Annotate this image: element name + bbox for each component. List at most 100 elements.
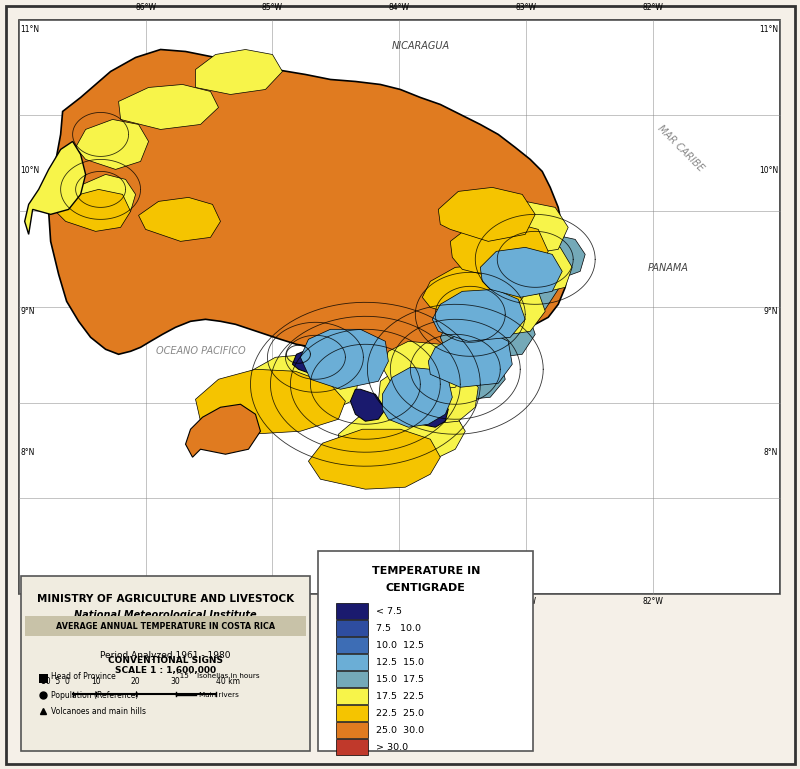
Bar <box>336 603 368 619</box>
Polygon shape <box>515 235 585 279</box>
Polygon shape <box>378 365 478 424</box>
Polygon shape <box>472 201 568 255</box>
Text: OCEANO PACIFICO: OCEANO PACIFICO <box>156 346 246 356</box>
Text: Population (Reference): Population (Reference) <box>50 691 138 700</box>
Text: `15`  Isohelias in hours: `15` Isohelias in hours <box>175 673 259 679</box>
Polygon shape <box>438 188 535 241</box>
Polygon shape <box>195 369 346 434</box>
Text: SCALE 1 : 1,600,000: SCALE 1 : 1,600,000 <box>115 666 216 675</box>
Polygon shape <box>338 341 378 379</box>
Polygon shape <box>366 391 448 441</box>
Bar <box>336 688 368 704</box>
Text: Period Analyzed 1961 - 1980: Period Analyzed 1961 - 1980 <box>100 651 230 660</box>
Text: 9°N: 9°N <box>763 308 778 316</box>
Polygon shape <box>440 305 535 359</box>
Polygon shape <box>422 265 526 319</box>
Text: CENTIGRADE: CENTIGRADE <box>386 583 466 593</box>
Polygon shape <box>480 239 572 295</box>
Polygon shape <box>480 248 562 298</box>
Text: 85°W: 85°W <box>262 2 283 12</box>
Bar <box>18 19 780 594</box>
Text: 83°W: 83°W <box>516 597 537 606</box>
Text: 10: 10 <box>90 677 101 686</box>
Polygon shape <box>118 85 218 129</box>
Text: Head of Province: Head of Province <box>50 671 115 681</box>
Polygon shape <box>186 404 261 458</box>
Text: 82°W: 82°W <box>642 2 663 12</box>
Polygon shape <box>450 345 492 381</box>
Text: 9°N: 9°N <box>21 308 35 316</box>
Text: AVERAGE ANNUAL TEMPERATURE IN COSTA RICA: AVERAGE ANNUAL TEMPERATURE IN COSTA RICA <box>56 621 275 631</box>
Text: 84°W: 84°W <box>389 597 410 606</box>
Text: National Meteorological Institute: National Meteorological Institute <box>74 610 257 620</box>
Polygon shape <box>400 378 438 414</box>
Text: CONVENTIONAL SIGNS: CONVENTIONAL SIGNS <box>108 656 223 665</box>
Polygon shape <box>278 359 352 401</box>
Text: 10.0  12.5: 10.0 12.5 <box>376 641 424 650</box>
Text: 83°W: 83°W <box>516 2 537 12</box>
Text: Main rivers: Main rivers <box>198 692 238 698</box>
Polygon shape <box>49 49 568 429</box>
Polygon shape <box>350 389 386 421</box>
Polygon shape <box>456 301 506 338</box>
Polygon shape <box>56 189 130 231</box>
Bar <box>318 551 534 751</box>
Polygon shape <box>301 329 388 389</box>
Text: 40 km: 40 km <box>215 677 239 686</box>
Text: 10°N: 10°N <box>758 166 778 175</box>
Polygon shape <box>195 49 282 95</box>
Text: 85°W: 85°W <box>262 597 283 606</box>
Bar <box>336 637 368 653</box>
Text: > 30.0: > 30.0 <box>376 743 409 751</box>
Bar <box>336 620 368 636</box>
Polygon shape <box>338 404 466 464</box>
Text: 86°W: 86°W <box>135 597 156 606</box>
Polygon shape <box>440 281 546 338</box>
Text: 82°W: 82°W <box>642 597 663 606</box>
Text: TEMPERATURE IN: TEMPERATURE IN <box>372 566 480 576</box>
Polygon shape <box>293 349 321 375</box>
Text: MINISTRY OF AGRICULTURE AND LIVESTOCK: MINISTRY OF AGRICULTURE AND LIVESTOCK <box>37 594 294 604</box>
Bar <box>21 576 310 751</box>
Text: MAR CARIBE: MAR CARIBE <box>655 123 705 174</box>
Polygon shape <box>73 175 135 221</box>
Text: 7.5   10.0: 7.5 10.0 <box>376 624 422 633</box>
Polygon shape <box>382 368 452 428</box>
Text: 22.5  25.0: 22.5 25.0 <box>376 708 424 717</box>
Text: 30: 30 <box>170 677 181 686</box>
Polygon shape <box>450 221 548 279</box>
Text: 25.0  30.0: 25.0 30.0 <box>376 725 425 734</box>
Polygon shape <box>412 351 506 401</box>
Polygon shape <box>309 429 440 489</box>
Text: Volcanoes and main hills: Volcanoes and main hills <box>50 707 146 715</box>
Text: PANAMA: PANAMA <box>648 263 689 273</box>
Text: < 7.5: < 7.5 <box>376 607 402 616</box>
Bar <box>336 739 368 755</box>
Text: 12.5  15.0: 12.5 15.0 <box>376 657 424 667</box>
Text: 8°N: 8°N <box>21 448 35 458</box>
Polygon shape <box>138 198 221 241</box>
Text: 8°N: 8°N <box>764 448 778 458</box>
Bar <box>336 654 368 670</box>
Polygon shape <box>462 259 558 318</box>
Text: 11°N: 11°N <box>21 25 40 34</box>
Polygon shape <box>428 331 512 388</box>
Bar <box>336 671 368 687</box>
Polygon shape <box>25 141 86 235</box>
Text: 11°N: 11°N <box>759 25 778 34</box>
Bar <box>25 616 306 636</box>
Text: 10  5  0: 10 5 0 <box>41 677 70 686</box>
Polygon shape <box>432 289 526 341</box>
Bar <box>336 722 368 738</box>
Text: 86°W: 86°W <box>135 2 156 12</box>
Bar <box>336 705 368 721</box>
Text: 17.5  22.5: 17.5 22.5 <box>376 691 424 701</box>
Polygon shape <box>382 341 468 391</box>
Polygon shape <box>235 355 358 414</box>
Text: 20: 20 <box>130 677 140 686</box>
Polygon shape <box>415 398 448 428</box>
Polygon shape <box>76 119 149 169</box>
Text: 10°N: 10°N <box>21 166 40 175</box>
Text: 84°W: 84°W <box>389 2 410 12</box>
Text: NICARAGUA: NICARAGUA <box>391 42 450 52</box>
